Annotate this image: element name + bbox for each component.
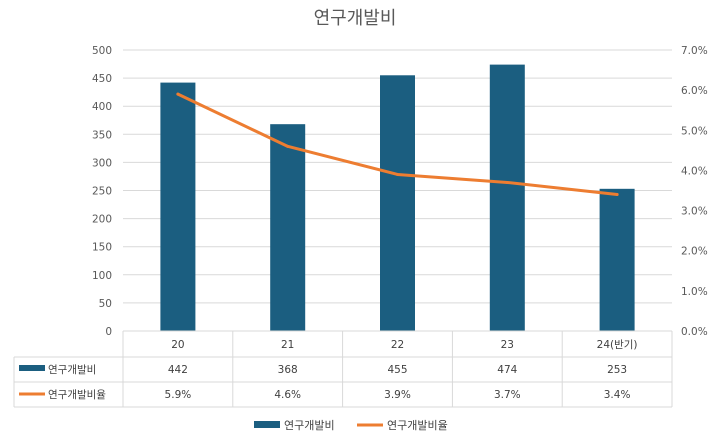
- data-table: 20 442 5.9% 21 368 4.6% 22 455 3.9% 23 474 3.7% 24(반…: [13, 330, 673, 408]
- ratio-point-20: [176, 92, 180, 96]
- right-tick-label: 2.0%: [681, 246, 708, 258]
- table-row-label-ratio: 연구개발비율: [48, 389, 106, 401]
- bar-series: [160, 64, 635, 332]
- bar-20: [160, 82, 196, 331]
- left-tick-label: 450: [92, 73, 112, 85]
- left-tick-label: 100: [92, 270, 112, 282]
- line-series: [176, 92, 619, 197]
- bar-value-label: 368: [278, 364, 298, 376]
- category-label: 24(반기): [597, 339, 638, 351]
- legend: 연구개발비 연구개발비율: [254, 419, 448, 432]
- bar-21: [270, 124, 306, 332]
- left-tick-label: 300: [92, 157, 112, 169]
- ratio-point-22: [396, 172, 399, 176]
- left-tick-label: 50: [99, 298, 112, 310]
- bar-value-label: 474: [497, 364, 517, 376]
- right-tick-label: 6.0%: [681, 85, 708, 97]
- bar-value-label: 455: [387, 364, 407, 376]
- left-tick-label: 350: [92, 129, 112, 141]
- legend-key-bar: [254, 421, 280, 428]
- right-tick-label: 4.0%: [681, 165, 708, 177]
- left-tick-label: 500: [92, 45, 112, 57]
- right-tick-label: 7.0%: [681, 45, 708, 57]
- ratio-point-21: [286, 144, 290, 148]
- legend-label-bars: 연구개발비: [284, 419, 335, 432]
- right-tick-label: 5.0%: [681, 125, 708, 137]
- right-tick-label: 0.0%: [681, 326, 708, 338]
- category-label: 21: [281, 339, 294, 351]
- category-label: 22: [391, 339, 404, 351]
- left-tick-label: 400: [92, 101, 112, 113]
- ratio-value-label: 3.4%: [604, 389, 631, 401]
- right-axis-ticks: 0.0% 1.0% 2.0% 3.0% 4.0% 5.0% 6.0% 7.0%: [681, 45, 708, 338]
- ratio-point-23: [505, 180, 509, 184]
- legend-label-ratio: 연구개발비율: [387, 419, 448, 432]
- left-axis-ticks: 0 50 100 150 200 250 300 350 400 450 500: [92, 45, 112, 338]
- ratio-value-label: 4.6%: [274, 389, 301, 401]
- bar-value-label: 442: [168, 364, 188, 376]
- table-row-label-bars: 연구개발비: [48, 364, 96, 376]
- bar-24(반기): [599, 188, 635, 331]
- left-tick-label: 150: [92, 242, 112, 254]
- ratio-value-label: 3.7%: [494, 389, 521, 401]
- category-label: 23: [501, 339, 514, 351]
- ratio-point-24(반기): [615, 193, 619, 197]
- right-tick-label: 3.0%: [681, 206, 708, 218]
- right-tick-label: 1.0%: [681, 286, 708, 298]
- left-tick-label: 200: [92, 214, 112, 226]
- category-label: 20: [171, 339, 184, 351]
- bar-22: [380, 75, 415, 331]
- table-key-bar: [19, 365, 45, 371]
- ratio-value-label: 5.9%: [165, 389, 192, 401]
- bar-value-label: 253: [607, 364, 627, 376]
- left-tick-label: 0: [105, 326, 112, 338]
- bar-23: [489, 64, 525, 331]
- ratio-value-label: 3.9%: [384, 389, 411, 401]
- left-tick-label: 250: [92, 186, 112, 198]
- chart-title: 연구개발비: [314, 8, 397, 29]
